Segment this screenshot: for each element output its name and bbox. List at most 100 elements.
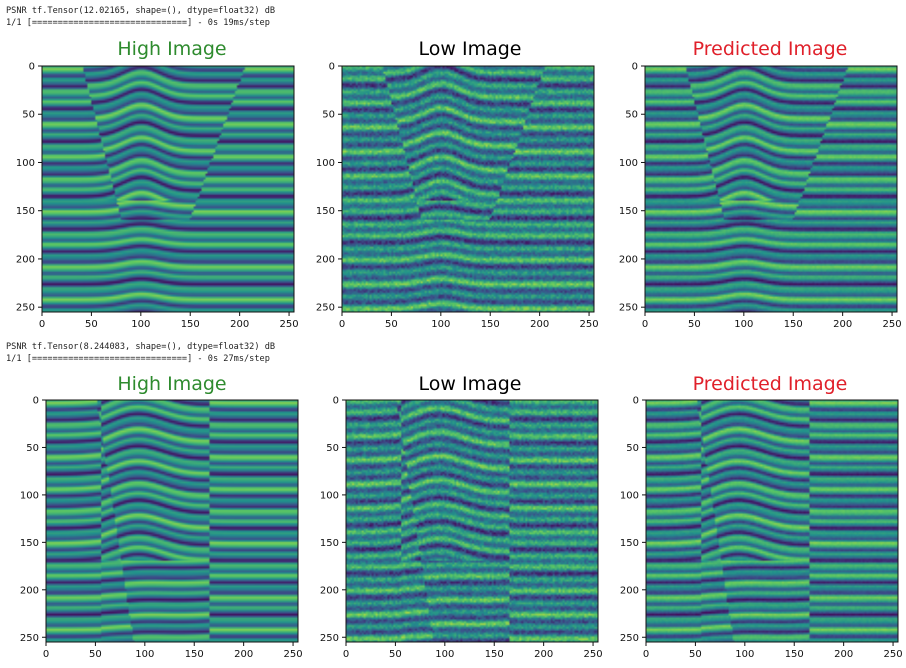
y-tick-label: 200 <box>620 585 639 596</box>
x-tick-label: 200 <box>230 319 249 330</box>
y-tick-label: 0 <box>329 62 335 73</box>
axes-frame <box>645 399 899 643</box>
y-tick-label: 200 <box>320 585 339 596</box>
title-pred-row1: Predicted Image <box>692 38 848 60</box>
y-tick-label: 250 <box>620 633 639 644</box>
axes-frame <box>341 65 595 313</box>
y-tick-label: 250 <box>619 303 638 314</box>
x-tick-label: 0 <box>43 649 49 660</box>
axes-frame <box>45 399 299 643</box>
y-tick-label: 150 <box>620 538 639 549</box>
x-tick-label: 200 <box>534 649 553 660</box>
x-tick-label: 0 <box>642 319 648 330</box>
axes-frame <box>345 399 599 643</box>
x-tick-label: 150 <box>181 319 200 330</box>
x-tick-label: 100 <box>431 319 450 330</box>
plot-high-row1: 0 50 100 150 200 250 0 50 100 150 200 250 <box>16 62 299 331</box>
x-tick-label: 0 <box>39 319 45 330</box>
y-tick-label: 100 <box>620 490 639 501</box>
x-tick-label: 0 <box>643 649 649 660</box>
x-tick-label: 200 <box>530 319 549 330</box>
x-tick-label: 50 <box>689 649 702 660</box>
heatmap-image <box>46 400 298 642</box>
y-tick-label: 0 <box>29 62 35 73</box>
y-tick-label: 50 <box>625 110 638 121</box>
y-tick-label: 100 <box>619 158 638 169</box>
plot-low-row1: 0 50 100 150 200 250 0 50 100 150 200 250 <box>316 62 599 331</box>
x-tick-label: 150 <box>481 319 500 330</box>
y-tick-label: 0 <box>333 396 339 407</box>
x-tick-label: 50 <box>89 649 102 660</box>
y-tick-label: 250 <box>16 303 35 314</box>
y-tick-label: 250 <box>320 633 339 644</box>
progress-log-row1: 1/1 [==============================] - 0… <box>6 18 270 28</box>
y-tick-label: 250 <box>316 303 335 314</box>
title-high-row1: High Image <box>117 38 227 60</box>
title-pred-row2: Predicted Image <box>692 373 848 395</box>
y-tick-label: 50 <box>26 443 39 454</box>
y-tick-label: 200 <box>316 254 335 265</box>
y-tick-label: 50 <box>322 110 335 121</box>
x-tick-label: 100 <box>435 649 454 660</box>
x-tick-label: 50 <box>385 319 398 330</box>
x-tick-label: 0 <box>343 649 349 660</box>
y-tick-label: 100 <box>16 158 35 169</box>
y-tick-label: 50 <box>22 110 35 121</box>
psnr-log-row2: PSNR tf.Tensor(8.244083, shape=(), dtype… <box>6 342 276 352</box>
y-tick-label: 150 <box>320 538 339 549</box>
heatmap-image <box>42 66 294 312</box>
y-tick-label: 50 <box>626 443 639 454</box>
heatmap-image <box>646 400 898 642</box>
x-tick-label: 200 <box>234 649 253 660</box>
x-tick-label: 250 <box>883 319 902 330</box>
y-tick-label: 50 <box>326 443 339 454</box>
y-tick-label: 200 <box>619 254 638 265</box>
x-tick-label: 150 <box>785 649 804 660</box>
x-tick-label: 100 <box>734 319 753 330</box>
title-low-row2: Low Image <box>418 373 522 395</box>
axes-frame <box>41 65 295 313</box>
x-tick-label: 250 <box>884 649 903 660</box>
y-tick-label: 200 <box>20 585 39 596</box>
y-tick-label: 0 <box>632 62 638 73</box>
x-tick-label: 250 <box>584 649 603 660</box>
y-tick-label: 100 <box>320 490 339 501</box>
x-tick-label: 200 <box>833 319 852 330</box>
x-tick-label: 100 <box>131 319 150 330</box>
x-tick-label: 50 <box>389 649 402 660</box>
x-tick-label: 250 <box>284 649 303 660</box>
plot-low-row2: 0 50 100 150 200 250 0 50 100 150 200 250 <box>320 396 603 661</box>
y-tick-label: 200 <box>16 254 35 265</box>
x-tick-label: 250 <box>580 319 599 330</box>
axes-frame <box>644 65 898 313</box>
x-tick-label: 100 <box>735 649 754 660</box>
title-high-row2: High Image <box>117 373 227 395</box>
plot-pred-row2: 0 50 100 150 200 250 0 50 100 150 200 250 <box>620 396 903 661</box>
y-tick-label: 100 <box>316 158 335 169</box>
x-tick-label: 150 <box>185 649 204 660</box>
y-tick-label: 150 <box>16 206 35 217</box>
x-tick-label: 50 <box>688 319 701 330</box>
plot-high-row2: 0 50 100 150 200 250 0 50 100 150 200 250 <box>20 396 303 661</box>
x-tick-label: 0 <box>339 319 345 330</box>
y-tick-label: 100 <box>20 490 39 501</box>
progress-log-row2: 1/1 [==============================] - 0… <box>6 354 270 364</box>
x-tick-label: 100 <box>135 649 154 660</box>
y-tick-label: 150 <box>316 206 335 217</box>
psnr-log-row1: PSNR tf.Tensor(12.02165, shape=(), dtype… <box>6 6 276 16</box>
y-tick-label: 0 <box>633 396 639 407</box>
x-tick-label: 150 <box>485 649 504 660</box>
x-tick-label: 250 <box>280 319 299 330</box>
y-tick-label: 0 <box>33 396 39 407</box>
x-tick-label: 50 <box>85 319 98 330</box>
y-tick-label: 150 <box>619 206 638 217</box>
y-tick-label: 250 <box>20 633 39 644</box>
title-low-row1: Low Image <box>418 38 522 60</box>
y-tick-label: 150 <box>20 538 39 549</box>
heatmap-image <box>346 400 598 642</box>
x-tick-label: 200 <box>834 649 853 660</box>
x-tick-label: 150 <box>784 319 803 330</box>
heatmap-image <box>342 66 594 312</box>
plot-pred-row1: 0 50 100 150 200 250 0 50 100 150 200 250 <box>619 62 902 331</box>
heatmap-image <box>645 66 897 312</box>
